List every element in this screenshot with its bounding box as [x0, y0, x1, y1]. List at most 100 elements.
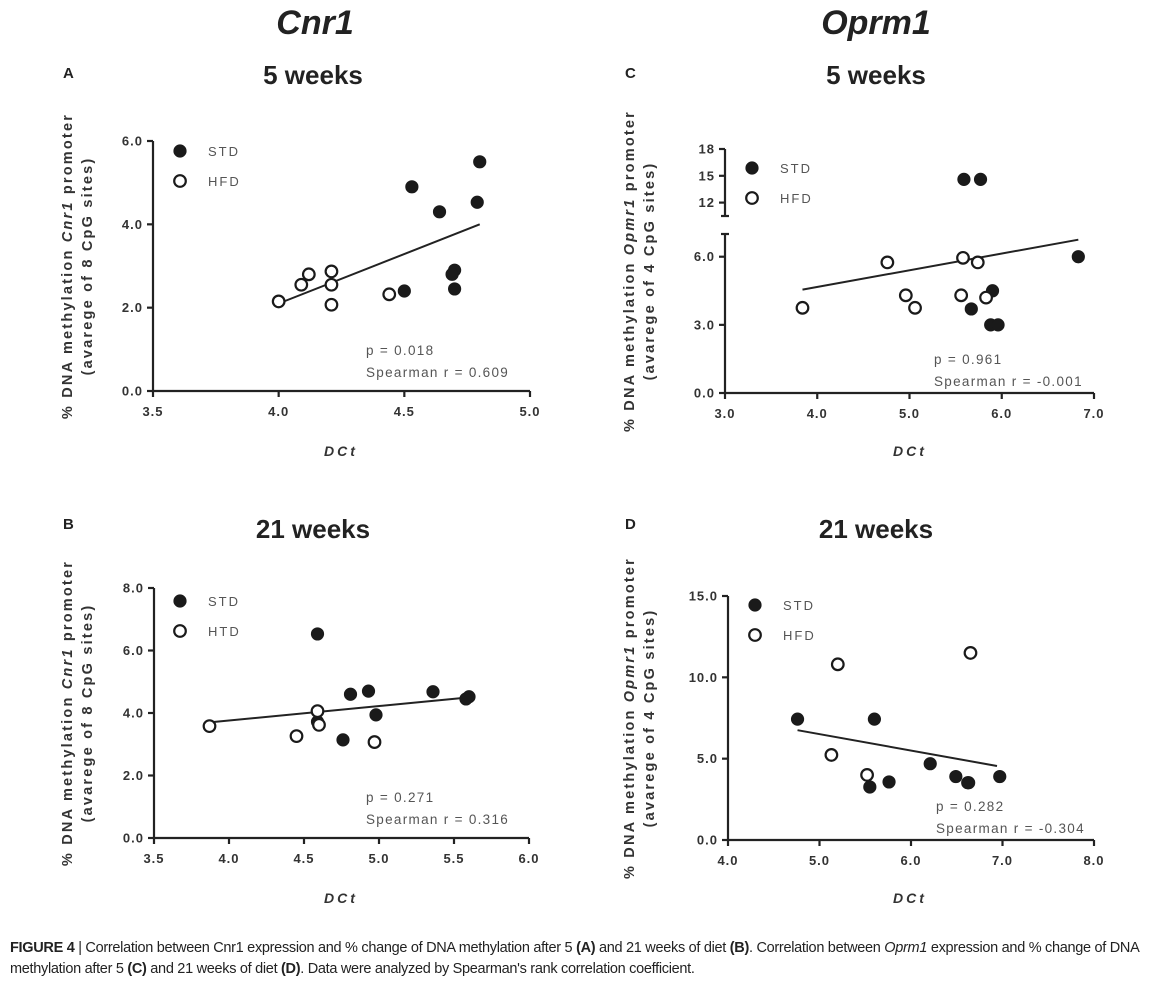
y-axis-label: % DNA methylation Cnr1 promoter (avarege …: [60, 113, 96, 419]
y-axis-label-gene: Opmr1: [622, 644, 638, 702]
legend-label-hfd: HFD: [780, 191, 813, 206]
data-point-std: [964, 302, 978, 316]
x-axis-label: DCt: [324, 890, 358, 906]
x-tick-label: 4.0: [218, 851, 239, 866]
stats-p-value: p = 0.018: [366, 343, 434, 358]
regression-line: [802, 238, 1079, 291]
legend-label-hfd: HFD: [783, 628, 816, 643]
data-point-std: [863, 780, 877, 794]
y-axis-label-gene: Cnr1: [60, 647, 76, 689]
gene-title-cnr1: Cnr1: [276, 4, 354, 42]
series-std: [397, 155, 487, 298]
x-tick-label: 3.5: [143, 851, 164, 866]
data-point-hfd: [860, 768, 874, 782]
x-tick-label: 4.0: [807, 406, 828, 421]
legend-marker-filled-circle-icon: [173, 144, 187, 158]
data-point-std: [923, 757, 937, 771]
stats-spearman-r: Spearman r = 0.316: [366, 812, 509, 827]
y-tick-label: 8.0: [123, 581, 144, 596]
panel-a: A 5 weeks 3.5 4.0 4.5 5.0 0.0 2.0 4.0 6.0 DCt % DNA…: [60, 60, 540, 459]
caption-text-5: and 21 weeks of diet: [146, 961, 282, 977]
y-tick-label: 5.0: [697, 751, 718, 766]
y-tick-label: 2.0: [122, 300, 143, 315]
data-point-std: [1071, 250, 1085, 264]
y-tick-label: 12: [699, 195, 715, 210]
y-tick-label: 0.0: [694, 386, 715, 401]
data-point-htd: [202, 719, 217, 734]
data-point-hfd: [898, 288, 913, 303]
caption-ref-c: (C): [127, 961, 147, 977]
y-axis-label-line1: % DNA methylation Cnr1 promoter: [60, 113, 76, 419]
caption-separator: |: [74, 940, 86, 956]
stats-p-value: p = 0.961: [934, 352, 1002, 367]
panel-title: 21 weeks: [256, 514, 370, 544]
panel-letter: D: [625, 516, 636, 533]
y-axis-label-prefix: % DNA methylation: [60, 689, 76, 866]
data-point-std: [790, 712, 805, 726]
series-std: [310, 627, 476, 747]
panel-letter: C: [625, 65, 636, 82]
y-tick-label: 4.0: [122, 217, 143, 232]
x-tick-label: 3.0: [714, 406, 735, 421]
x-tick-label: 7.0: [992, 853, 1013, 868]
panel-title: 5 weeks: [263, 60, 363, 90]
panel-c: C 5 weeks 3.0 4.0 5.0 6.0 7.0 0.0 3.0 6.0 12 15 18 DC…: [622, 60, 1104, 459]
y-axis-label: % DNA methylation Opmr1 promoter(avarege…: [622, 110, 658, 432]
legend-label-hfd: HFD: [208, 174, 241, 189]
data-point-std: [336, 733, 350, 747]
x-tick-label: 5.0: [368, 851, 389, 866]
x-axis-label: DCt: [324, 443, 358, 459]
data-point-htd: [310, 704, 325, 719]
data-point-hfd: [970, 255, 985, 270]
series-htd: [202, 704, 382, 749]
data-point-hfd: [324, 277, 339, 292]
y-tick-label: 0.0: [122, 384, 143, 399]
x-axis-label: DCt: [893, 890, 927, 906]
y-axis-label: % DNA methylation Opmr1 promoter(avarege…: [622, 557, 658, 879]
legend-marker-open-circle-icon: [173, 624, 187, 638]
series-hfd: [271, 264, 397, 312]
y-axis-label-line1: % DNA methylation Cnr1 promoter: [60, 560, 76, 866]
regression-line: [209, 696, 470, 724]
caption-text-1: Correlation between Cnr1 expression and …: [85, 940, 577, 956]
data-point-hfd: [824, 748, 839, 762]
panel-title: 21 weeks: [819, 514, 933, 544]
panel-letter: A: [63, 65, 74, 82]
data-point-hfd: [956, 250, 970, 265]
data-point-hfd: [908, 300, 922, 315]
y-tick-label: 15: [699, 168, 715, 183]
data-point-std: [310, 627, 325, 641]
series-std: [957, 172, 1085, 332]
panel-d: D 21 weeks 4.0 5.0 6.0 7.0 8.0 0.0 5.0 10.0 15.0 DC…: [622, 514, 1104, 906]
y-tick-label: 15.0: [689, 589, 718, 604]
caption-ref-b: (B): [729, 940, 750, 956]
y-tick-label: 3.0: [694, 317, 715, 332]
panel-b: B 21 weeks 3.5 4.0 4.5 5.0 5.5 6.0 0.0 2.0 4.0 6.0 8…: [60, 514, 539, 906]
caption-label: FIGURE 4: [10, 940, 75, 956]
data-point-std: [459, 692, 473, 706]
panel-title: 5 weeks: [826, 60, 926, 90]
y-axis-label-suffix: promoter: [60, 560, 76, 647]
data-point-hfd: [830, 657, 845, 672]
data-point-std: [882, 775, 896, 789]
x-tick-label: 6.0: [900, 853, 921, 868]
x-tick-label: 5.5: [443, 851, 464, 866]
y-tick-label: 0.0: [123, 831, 144, 846]
y-axis-label-line2: (avarege of 8 CpG sites): [80, 604, 96, 823]
gene-title-oprm1: Oprm1: [821, 4, 931, 42]
x-tick-label: 7.0: [1083, 406, 1104, 421]
y-axis-label-prefix: % DNA methylation: [622, 255, 638, 432]
y-axis-label-line2: (avarege of 8 CpG sites): [80, 157, 96, 376]
x-tick-label: 5.0: [809, 853, 830, 868]
legend-label-std: STD: [208, 594, 240, 609]
x-tick-label: 4.5: [293, 851, 314, 866]
x-tick-label: 4.0: [717, 853, 738, 868]
y-axis-label-suffix: promoter: [622, 557, 638, 644]
y-axis-label-line1: % DNA methylation Opmr1 promoter: [622, 110, 638, 432]
regression-line: [278, 223, 481, 305]
legend-label-std: STD: [783, 598, 815, 613]
data-point-hfd: [954, 288, 969, 303]
panel-letter: B: [63, 516, 74, 533]
y-tick-label: 6.0: [694, 249, 715, 264]
figure-caption: FIGURE 4 | Correlation between Cnr1 expr…: [10, 938, 1150, 980]
